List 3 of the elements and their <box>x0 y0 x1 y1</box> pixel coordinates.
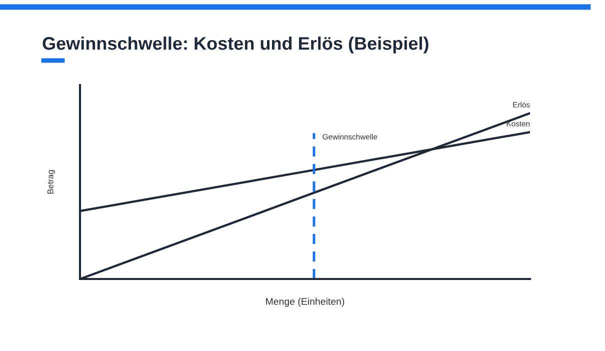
y-axis-title: Betrag <box>48 170 55 194</box>
chart-title: Gewinnschwelle: Kosten und Erlös (Beispiel) <box>42 36 428 54</box>
x-axis-title: Menge (Einheiten) <box>266 298 344 307</box>
